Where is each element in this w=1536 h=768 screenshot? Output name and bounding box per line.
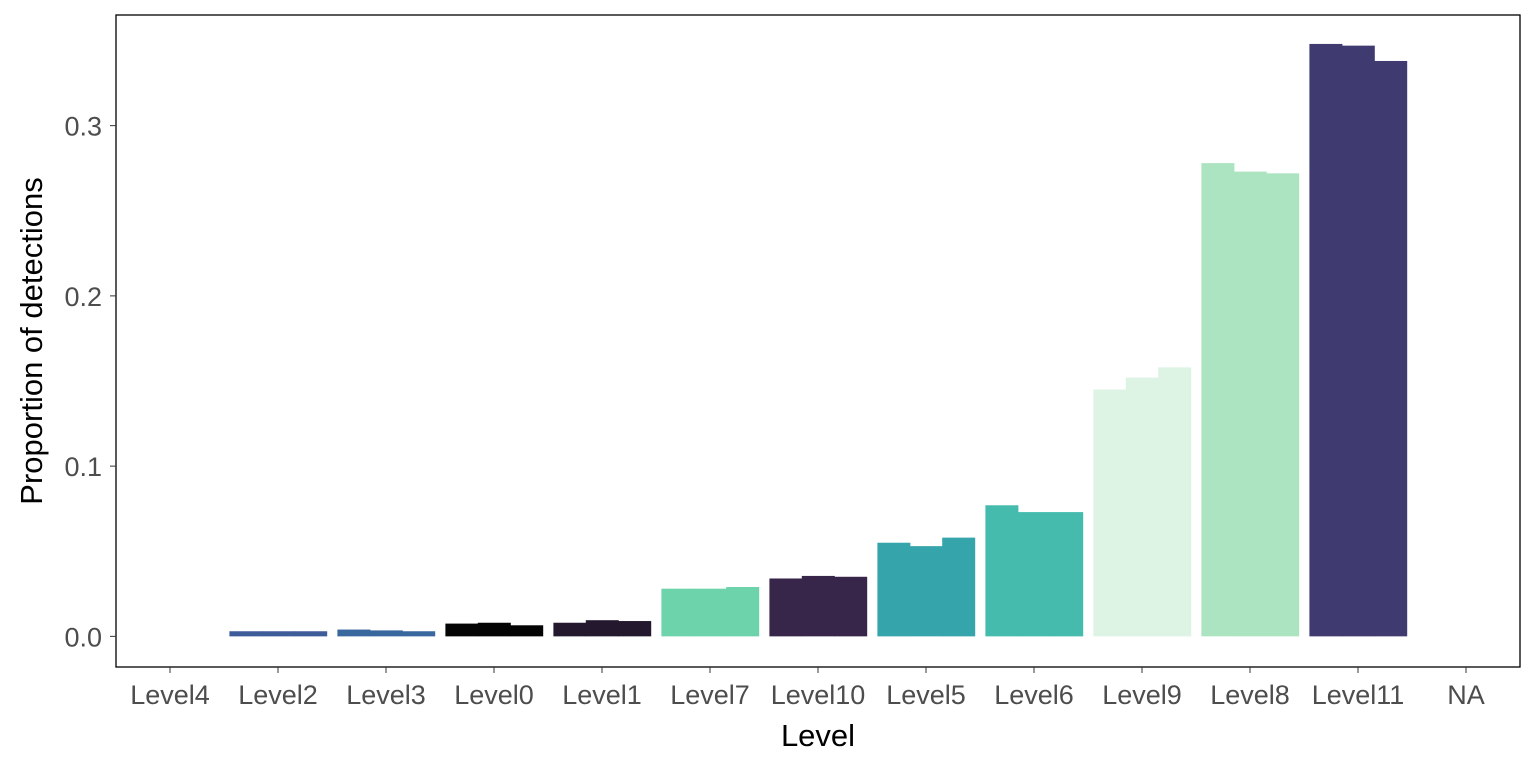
bar-level8-1 xyxy=(1201,163,1235,637)
bar-level10-2 xyxy=(801,575,835,637)
y-axis-title: Proportion of detections xyxy=(14,177,49,504)
bar-level9-2 xyxy=(1125,377,1159,637)
bar-level6-3 xyxy=(1050,512,1084,637)
bar-level3-1 xyxy=(337,629,371,637)
x-axis-ticks: Level4 Level2 Level3 Level0 Level1 Level7 Leve… xyxy=(130,667,1485,710)
x-tick-label: Level0 xyxy=(454,680,534,710)
y-tick-label: 0.3 xyxy=(64,112,102,142)
x-tick-label: Level4 xyxy=(130,680,210,710)
bar-level2-2 xyxy=(261,631,295,637)
bar-level0-3 xyxy=(510,625,544,637)
bar-level5-2 xyxy=(909,546,943,637)
bars-layer xyxy=(229,43,1408,637)
x-tick-label: Level10 xyxy=(771,680,866,710)
x-tick-label: Level9 xyxy=(1102,680,1182,710)
x-tick-label: Level2 xyxy=(238,680,318,710)
bar-level2-1 xyxy=(229,631,263,637)
y-tick-label: 0.2 xyxy=(64,282,102,312)
y-axis-ticks: 0.0 0.1 0.2 0.3 xyxy=(64,112,116,652)
bar-level0-1 xyxy=(445,623,479,637)
bar-level1-2 xyxy=(585,620,619,637)
x-tick-label: Level7 xyxy=(670,680,750,710)
bar-level5-3 xyxy=(942,537,976,637)
bar-level8-2 xyxy=(1233,171,1267,637)
bar-level9-1 xyxy=(1093,389,1127,637)
x-tick-label: Level6 xyxy=(994,680,1074,710)
bar-level9-3 xyxy=(1158,367,1192,637)
x-tick-label: Level3 xyxy=(346,680,426,710)
bar-level3-3 xyxy=(402,631,436,637)
bar-level0-2 xyxy=(477,622,511,637)
bar-level6-2 xyxy=(1017,512,1051,637)
bar-level3-2 xyxy=(369,630,403,637)
y-tick-label: 0.0 xyxy=(64,622,102,652)
bar-level6-1 xyxy=(985,505,1019,637)
x-tick-label: NA xyxy=(1447,680,1485,710)
bar-level8-3 xyxy=(1266,173,1300,637)
bar-level2-3 xyxy=(294,631,328,637)
y-tick-label: 0.1 xyxy=(64,452,102,482)
x-tick-label: Level8 xyxy=(1210,680,1290,710)
bar-level10-1 xyxy=(769,578,803,637)
bar-level10-3 xyxy=(834,576,868,637)
bar-level11-2 xyxy=(1341,45,1375,637)
x-axis-title: Level xyxy=(781,718,855,753)
x-tick-label: Level5 xyxy=(886,680,966,710)
bar-level11-1 xyxy=(1309,43,1343,637)
bar-level1-3 xyxy=(618,621,652,637)
bar-level7-1 xyxy=(661,588,695,637)
x-tick-label: Level1 xyxy=(562,680,642,710)
bar-level7-3 xyxy=(726,586,760,637)
bar-level11-3 xyxy=(1374,60,1408,637)
x-tick-label: Level11 xyxy=(1312,680,1405,710)
bar-level7-2 xyxy=(693,588,727,637)
bar-level1-1 xyxy=(553,622,587,637)
bar-level5-1 xyxy=(877,542,911,637)
